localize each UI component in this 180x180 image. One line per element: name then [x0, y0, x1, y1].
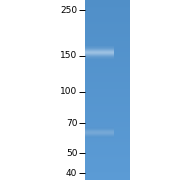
Text: 100: 100 [60, 87, 77, 96]
Text: 40: 40 [66, 168, 77, 177]
Text: 50: 50 [66, 149, 77, 158]
Text: 150: 150 [60, 51, 77, 60]
Text: 250: 250 [60, 6, 77, 15]
Text: 70: 70 [66, 119, 77, 128]
